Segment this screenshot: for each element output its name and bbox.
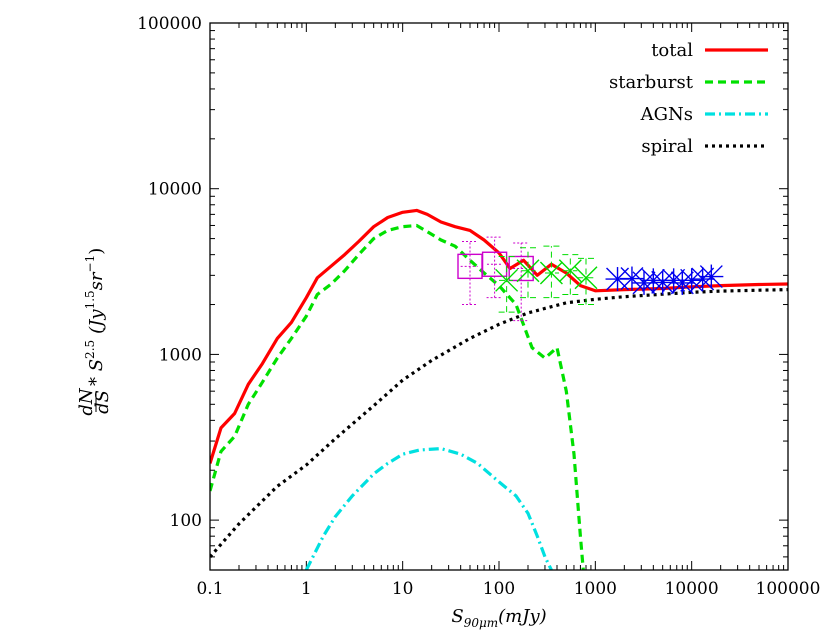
- legend-label-agns: AGNs: [640, 104, 693, 125]
- data-point-asterisk: [690, 267, 715, 292]
- x-tick-label: 1: [301, 579, 312, 599]
- legend-label-spiral: spiral: [641, 136, 693, 157]
- x-axis-label: S90μm(mJy): [451, 606, 546, 630]
- data-point-x: [516, 259, 540, 283]
- y-tick-label: 100000: [137, 14, 202, 34]
- plot-frame: [209, 22, 789, 571]
- x-tick-label: 0.1: [196, 579, 223, 599]
- legend: total starburst AGNs spiral: [609, 40, 768, 157]
- data-point-asterisk: [679, 268, 704, 293]
- data-point-asterisk: [670, 270, 695, 295]
- series-line-starburst: [210, 223, 585, 570]
- y-axis-label: dN dS * S2.5(Jy1.5sr−1): [76, 248, 113, 416]
- y-label-frac-den: dS: [92, 390, 113, 414]
- legend-label-starburst: starburst: [609, 72, 694, 93]
- data-point-asterisk: [631, 270, 656, 295]
- x-tick-label: 10: [392, 579, 414, 599]
- x-tick-label: 1000: [574, 579, 617, 599]
- x-tick-label: 100: [483, 579, 515, 599]
- x-tick-label: 10000: [665, 579, 719, 599]
- legend-label-total: total: [651, 40, 693, 61]
- series-line-spiral: [210, 288, 788, 558]
- y-tick-label: 10000: [148, 180, 202, 200]
- series-line-total: [210, 208, 788, 464]
- tick-labels: 0.1 1 10 100 1000 10000 100000 100 1000 10000 1000…: [137, 14, 820, 599]
- y-tick-label: 100: [170, 511, 202, 531]
- data-point-x: [539, 261, 563, 285]
- y-tick-label: 1000: [159, 345, 202, 365]
- data-point-square: [508, 255, 534, 282]
- y-label-frac-num: dN: [76, 387, 97, 416]
- observations-layer: [457, 236, 724, 322]
- data-point-x: [495, 268, 519, 292]
- series-layer: [210, 208, 788, 570]
- axis-ticks: [209, 23, 788, 571]
- y-label-rest: * S2.5(Jy1.5sr−1): [83, 248, 107, 386]
- series-line-agns: [304, 447, 553, 570]
- x-tick-label: 100000: [756, 579, 821, 599]
- data-point-asterisk: [650, 270, 675, 295]
- data-point-square: [481, 251, 508, 277]
- data-point-x: [574, 266, 598, 290]
- data-point-asterisk: [699, 264, 724, 289]
